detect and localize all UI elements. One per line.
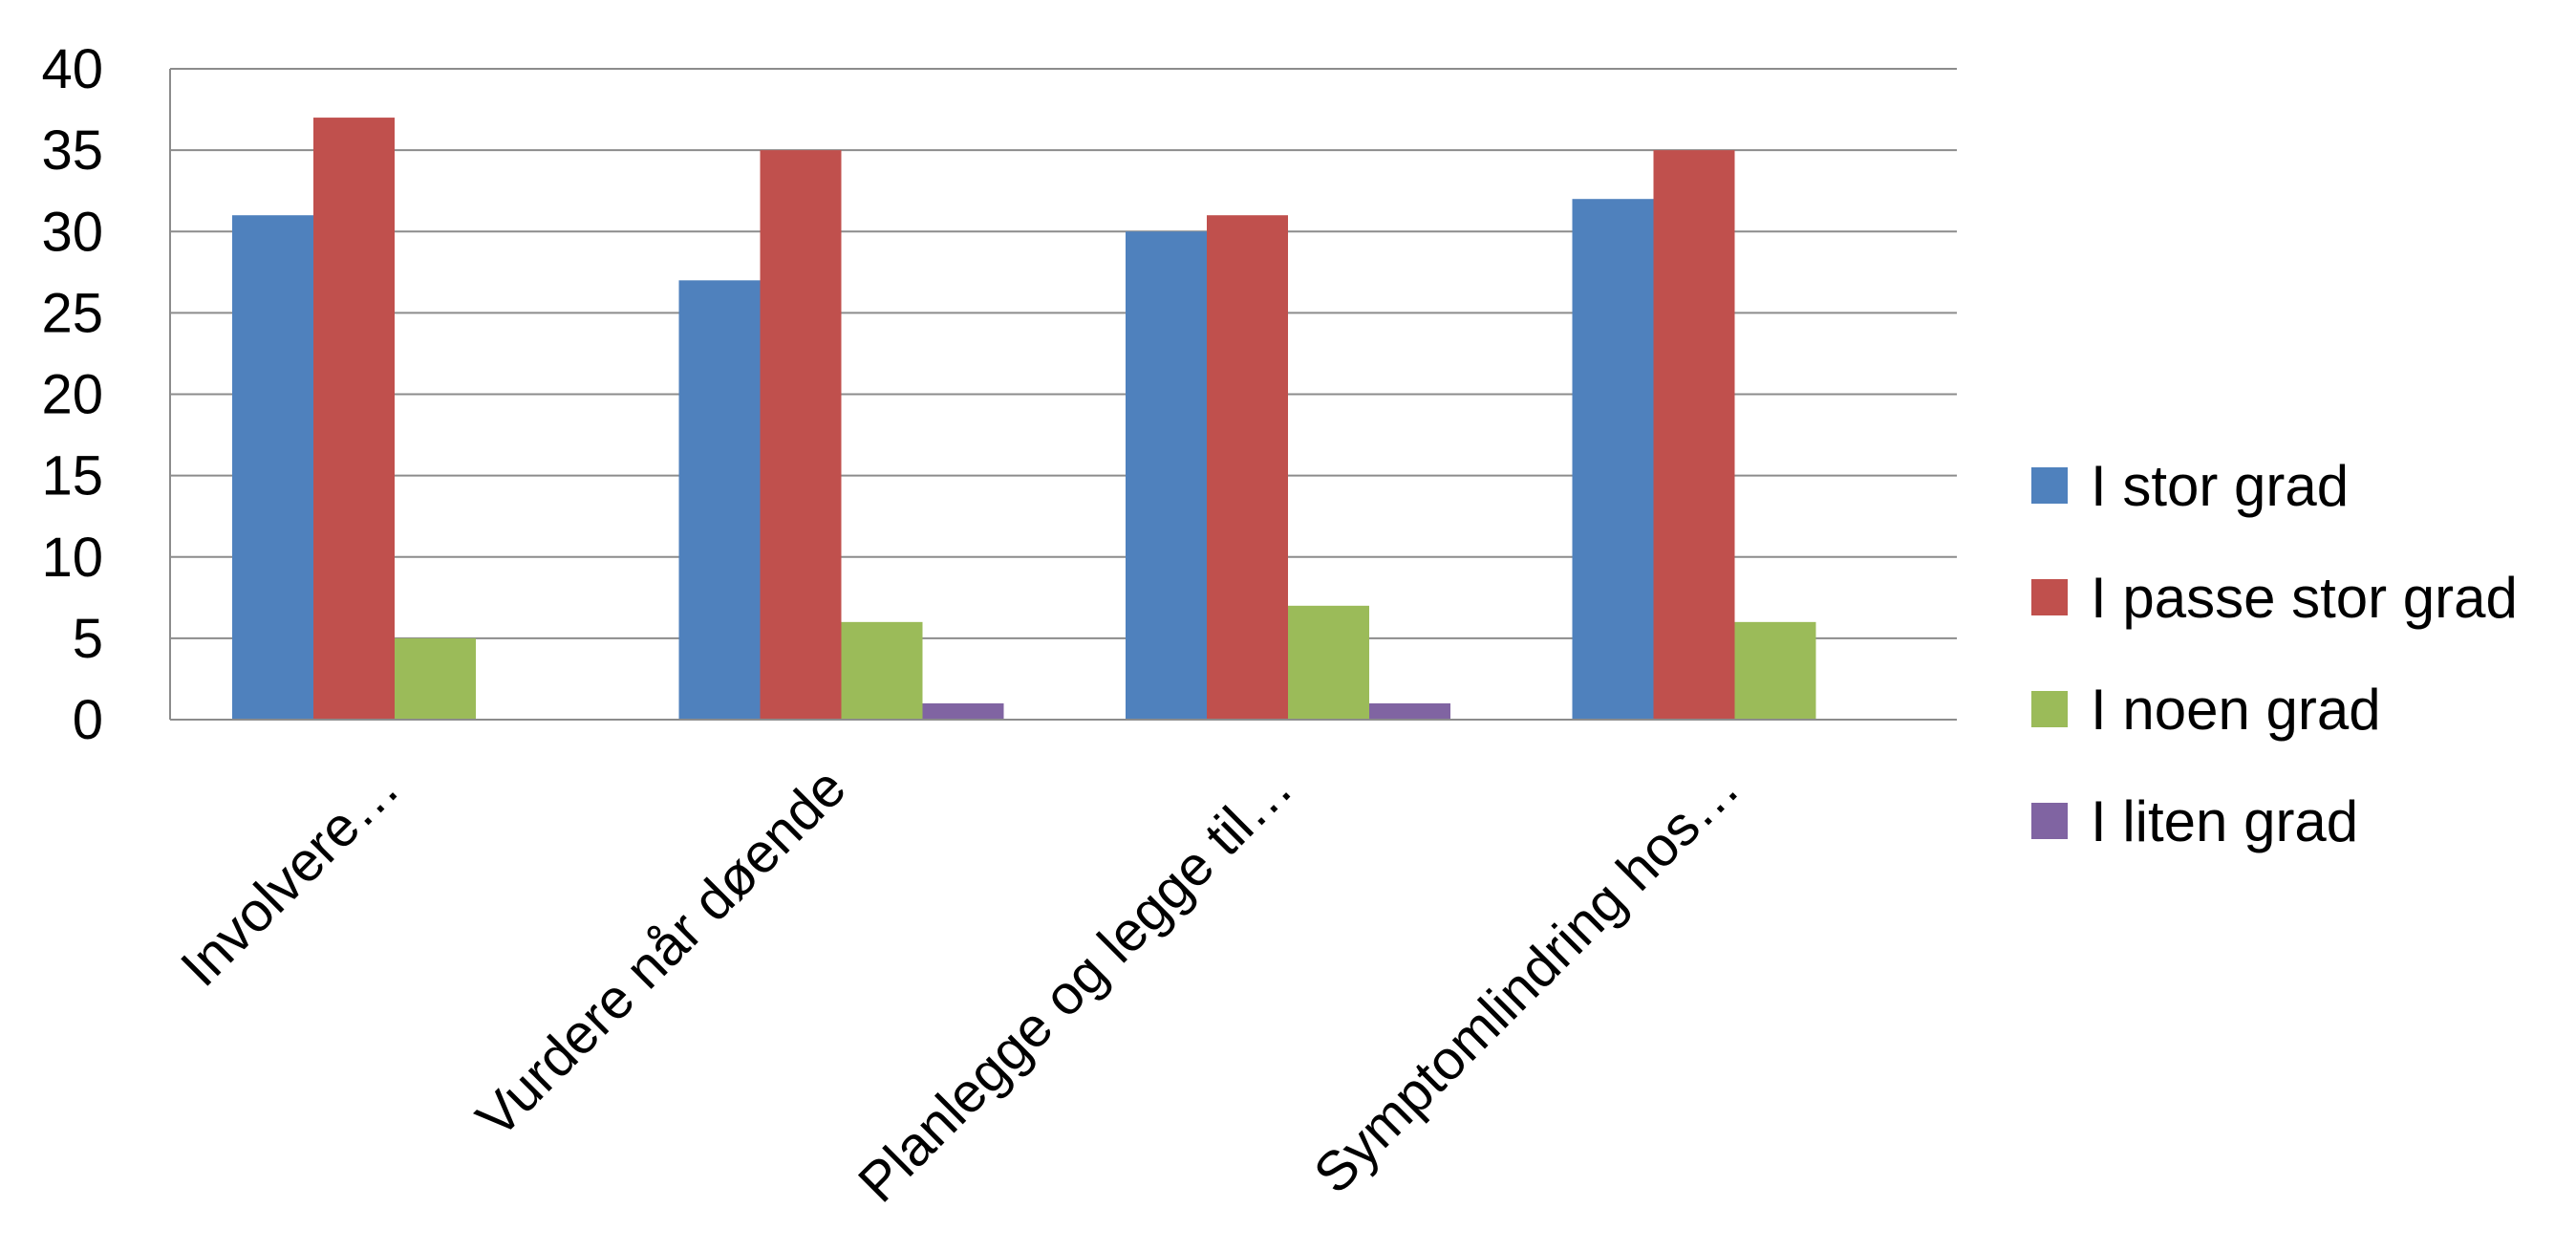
bar-i-stor-grad-1 — [678, 280, 761, 720]
legend-swatch — [2031, 467, 2068, 504]
legend-swatch — [2031, 803, 2068, 839]
bar-i-noen-grad-2 — [1288, 605, 1369, 720]
x-tick-label: Involvere… — [169, 756, 411, 998]
bar-i-liten-grad-2 — [1369, 702, 1450, 720]
y-tick-label: 15 — [41, 445, 103, 507]
x-tick-label: Planlegge og legge til… — [847, 756, 1304, 1214]
bar-i-passe-stor-grad-3 — [1653, 150, 1735, 720]
y-axis-tick-labels: 0 5 10 15 20 25 30 35 40 — [41, 38, 103, 751]
y-tick-label: 40 — [41, 38, 103, 100]
y-tick-label: 5 — [73, 608, 103, 670]
x-tick-label: Symptomlindring hos… — [1302, 756, 1751, 1205]
bar-i-passe-stor-grad-2 — [1207, 215, 1288, 721]
gridlines — [170, 68, 1957, 639]
bar-i-noen-grad-0 — [395, 637, 476, 720]
bars — [232, 118, 1816, 721]
y-tick-label: 0 — [73, 689, 103, 751]
bar-i-passe-stor-grad-0 — [313, 118, 395, 720]
legend-label: I noen grad — [2091, 678, 2381, 742]
y-tick-label: 10 — [41, 527, 103, 589]
bar-i-noen-grad-3 — [1734, 621, 1816, 720]
bar-i-liten-grad-1 — [922, 702, 1004, 720]
y-tick-label: 25 — [41, 282, 103, 344]
y-tick-label: 20 — [41, 364, 103, 426]
axes — [169, 69, 1957, 721]
y-tick-label: 35 — [41, 119, 103, 182]
legend-label: I liten grad — [2091, 789, 2358, 853]
legend: I stor grad I passe stor grad I noen grad I… — [2031, 454, 2518, 853]
legend-swatch — [2031, 579, 2068, 615]
bar-i-stor-grad-2 — [1126, 231, 1207, 720]
legend-label: I passe stor grad — [2091, 566, 2518, 630]
bar-i-noen-grad-1 — [841, 621, 923, 720]
x-tick-label: Vurdere når døende — [464, 756, 858, 1150]
y-tick-label: 30 — [41, 201, 103, 263]
legend-swatch — [2031, 691, 2068, 727]
bar-i-stor-grad-3 — [1572, 199, 1654, 720]
bar-i-passe-stor-grad-1 — [760, 150, 842, 720]
bar-i-stor-grad-0 — [232, 215, 313, 721]
legend-label: I stor grad — [2091, 454, 2349, 518]
